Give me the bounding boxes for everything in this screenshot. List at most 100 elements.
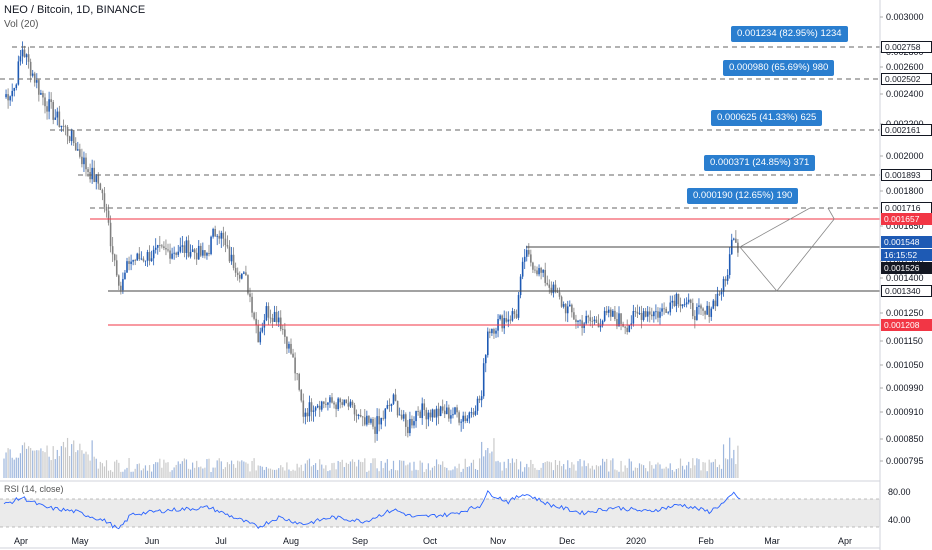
candle-body (421, 403, 423, 418)
candle-body (282, 329, 284, 330)
candle-body (300, 389, 303, 401)
volume-bar (105, 460, 108, 478)
candle-body (101, 189, 104, 194)
candle-body (425, 409, 428, 420)
volume-bar (62, 441, 65, 478)
time-tick-label: Apr (838, 536, 852, 546)
volume-bar (692, 458, 694, 478)
volume-bar (667, 468, 669, 478)
candle-body (79, 149, 81, 157)
volume-bar (462, 468, 464, 478)
volume-bar (380, 460, 382, 478)
candle-body (374, 426, 376, 434)
candle-body (562, 304, 565, 307)
volume-bar (593, 469, 595, 478)
candle-body (48, 99, 50, 112)
candle-body (70, 129, 73, 142)
volume-bar (442, 461, 444, 478)
volume-bar (271, 469, 274, 478)
candle-body (583, 323, 585, 329)
volume-bar (356, 466, 358, 478)
price-tick-label: 0.003000 (886, 12, 924, 22)
candle-body (279, 317, 282, 330)
candle-body (167, 249, 169, 251)
candle-body (142, 258, 145, 261)
candle-body (120, 285, 122, 291)
candle-body (355, 414, 358, 416)
volume-bar (661, 468, 663, 478)
volume-bar (733, 449, 735, 478)
volume-bar (427, 463, 429, 478)
candle-body (243, 272, 245, 274)
candle-body (544, 269, 546, 283)
volume-bar (155, 462, 157, 478)
volume-bar (64, 447, 67, 478)
candle-body (241, 273, 243, 279)
projection-label-4: 0.000190 (12.65%) 190 (687, 188, 799, 204)
candle-body (733, 238, 735, 240)
volume-bar (362, 462, 364, 478)
candle-body (183, 245, 186, 253)
volume-bar (479, 458, 481, 478)
candle-body (140, 258, 143, 260)
volume-bar (15, 457, 17, 478)
volume-bar (399, 460, 401, 478)
candle-body (347, 403, 350, 407)
volume-bar (77, 450, 79, 478)
candle-body (189, 251, 192, 257)
volume-bar (675, 469, 677, 478)
candle-body (130, 261, 132, 264)
volume-bar (255, 470, 257, 478)
volume-bar (731, 458, 733, 478)
candle-body (148, 252, 151, 262)
candle-body (632, 311, 635, 324)
volume-bar (517, 469, 520, 478)
candle-body (150, 258, 153, 262)
volume-bar (604, 461, 606, 478)
candle-body (482, 363, 485, 397)
volume-bar (704, 462, 706, 478)
volume-bar (241, 460, 243, 478)
candle-body (288, 343, 290, 349)
candle-body (357, 414, 360, 416)
projection-down-up (739, 218, 835, 292)
candle-body (394, 394, 397, 401)
candle-body (653, 311, 655, 317)
candle-body (208, 253, 210, 255)
volume-bar (401, 460, 403, 478)
volume-bar (464, 458, 466, 478)
volume-bar (101, 463, 103, 478)
volume-bar (688, 461, 690, 478)
candle-body (230, 254, 233, 262)
volume-bar (712, 461, 714, 478)
candle-body (302, 400, 305, 417)
volume-bar (40, 448, 42, 478)
candle-body (171, 253, 173, 259)
candle-body (144, 260, 147, 262)
candle-body (657, 311, 659, 318)
volume-bar (280, 465, 282, 478)
candle-body (372, 418, 374, 427)
candle-body (159, 245, 161, 246)
candle-body (589, 317, 592, 322)
candle-body (185, 240, 188, 253)
volume-bar (245, 462, 247, 478)
candle-body (505, 318, 508, 322)
volume-bar (626, 467, 628, 478)
candle-body (581, 320, 583, 329)
candle-body (216, 235, 218, 237)
price-tag-support: 0.001657 (881, 213, 932, 225)
volume-bar (722, 444, 725, 478)
candle-body (314, 407, 317, 411)
volume-bar (333, 462, 335, 478)
candle-body (542, 269, 544, 273)
volume-bar (42, 451, 44, 478)
volume-bar (312, 464, 315, 478)
candle-body (716, 293, 719, 307)
candle-body (345, 399, 348, 404)
rsi-line (3, 489, 741, 530)
volume-bar (511, 458, 513, 478)
candle-body (566, 306, 569, 314)
candle-body (23, 49, 26, 58)
